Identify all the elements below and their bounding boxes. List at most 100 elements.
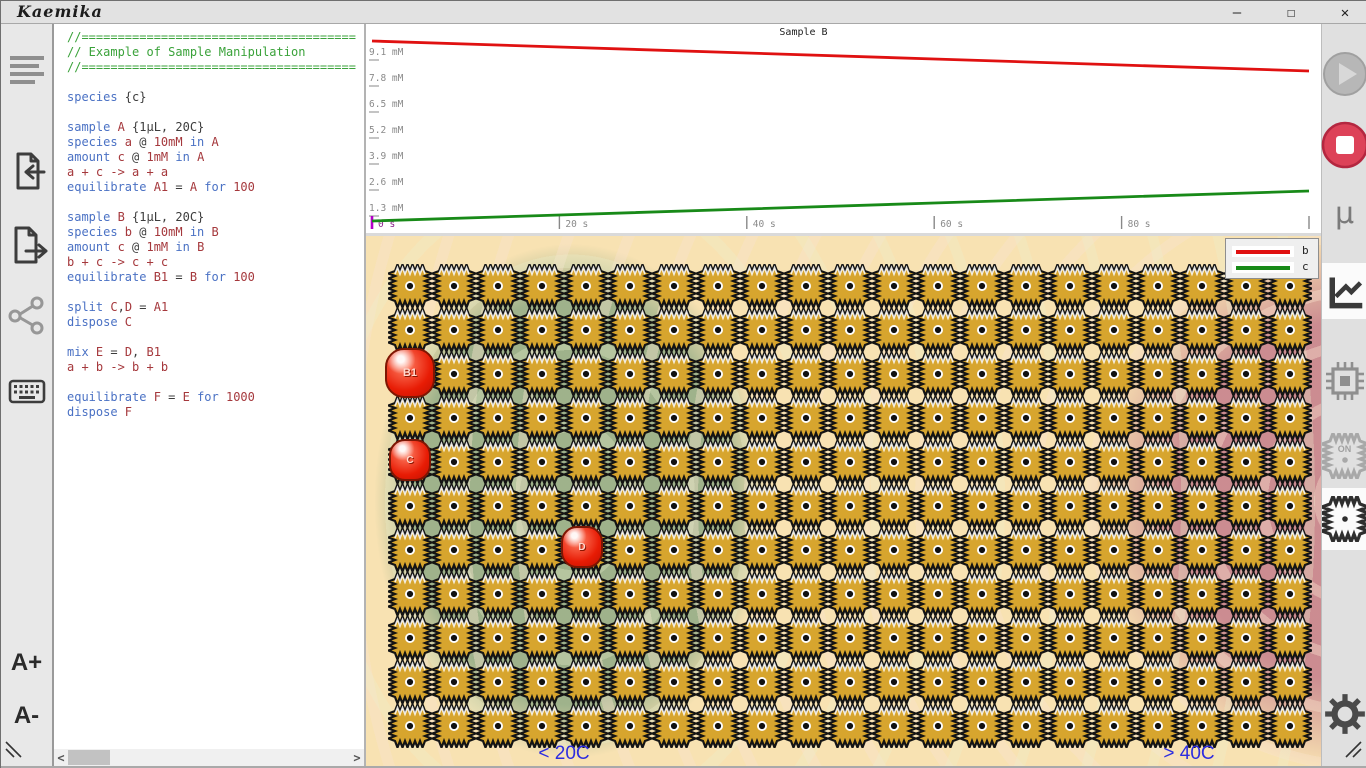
- code-line: // Example of Sample Manipulation: [67, 45, 306, 59]
- minimize-button[interactable]: —: [1223, 3, 1251, 23]
- right-toolbar: μ: [1316, 24, 1366, 766]
- sample-blob-d: D: [561, 526, 603, 568]
- mu-icon: μ: [1334, 196, 1355, 231]
- code-line: [67, 285, 360, 300]
- play-icon: [1322, 51, 1366, 100]
- code-line: equilibrate F = E for 1000: [67, 390, 255, 404]
- code-line: b + c -> c + c: [67, 255, 169, 269]
- legend-label: b: [1302, 244, 1309, 257]
- code-line: species a @ 10mM in A: [67, 135, 219, 149]
- app-logo: Kaemika: [17, 2, 103, 21]
- svg-text:5.2 mM: 5.2 mM: [369, 125, 404, 136]
- concentration-chart: Sample B 1.3 mM 2.6 mM 3.9 mM 5.2 mM 6.5 mM 7…: [366, 24, 1321, 233]
- code-line: equilibrate A1 = A for 100: [67, 180, 255, 194]
- code-line: amount c @ 1mM in A: [67, 150, 205, 164]
- share-button[interactable]: [1, 293, 52, 340]
- sample-blob-c: C: [389, 439, 431, 481]
- code-line: a + c -> a + a: [67, 165, 169, 179]
- code-line: [67, 375, 360, 390]
- code-line: [67, 75, 360, 90]
- spatial-view: B1 C D b c < 20C > 40C: [366, 233, 1321, 766]
- svg-text:7.8 mM: 7.8 mM: [369, 73, 404, 84]
- code-line: mix E = D, B1: [67, 345, 161, 359]
- resize-handle-bottom-right[interactable]: [1343, 739, 1363, 764]
- chart-view-button[interactable]: [1322, 272, 1366, 315]
- svg-text:3.9 mM: 3.9 mM: [369, 151, 404, 162]
- cell-on-icon: ON: [1317, 428, 1366, 484]
- legend-entry: c: [1226, 259, 1318, 275]
- svg-text:60 s: 60 s: [940, 219, 963, 230]
- keyboard-button[interactable]: [1, 371, 52, 414]
- title-bar: Kaemika — ☐ ✕: [1, 1, 1366, 24]
- close-button[interactable]: ✕: [1331, 3, 1359, 23]
- gear-icon: [1322, 691, 1366, 740]
- svg-text:2.6 mM: 2.6 mM: [369, 177, 404, 188]
- code-line: dispose C: [67, 315, 133, 329]
- blob-label: D: [578, 541, 586, 553]
- menu-button[interactable]: [1, 56, 52, 88]
- code-line: amount c @ 1mM in B: [67, 240, 205, 254]
- blob-label: B1: [402, 367, 418, 379]
- code-line: sample B {1µL, 20C}: [67, 210, 205, 224]
- code-line: [67, 195, 360, 210]
- code-line: species {c}: [67, 90, 147, 104]
- blob-label: C: [406, 454, 414, 466]
- code-editor-panel: //======================================…: [54, 24, 366, 766]
- chart-plot: 1.3 mM 2.6 mM 3.9 mM 5.2 mM 6.5 mM 7.8 mM 9.1 …: [369, 39, 1310, 230]
- cell-icon: [1316, 491, 1366, 547]
- chart-title: Sample B: [779, 27, 828, 38]
- svg-text:80 s: 80 s: [1128, 219, 1151, 230]
- legend-entry: b: [1226, 243, 1318, 259]
- scrollbar-thumb[interactable]: [68, 750, 110, 765]
- code-line: a + b -> b + b: [67, 360, 169, 374]
- chip-icon: [1322, 358, 1366, 407]
- export-file-button[interactable]: [1, 223, 52, 270]
- svg-text:40 s: 40 s: [753, 219, 776, 230]
- code-line: //======================================: [67, 30, 356, 44]
- line-chart-icon: [1325, 272, 1365, 315]
- code-line: species b @ 10mM in B: [67, 225, 219, 239]
- left-toolbar: A+ A-: [1, 24, 54, 766]
- code-line: [67, 330, 360, 345]
- keyboard-icon: [5, 371, 49, 414]
- window-bottom-edge: [1, 766, 1366, 768]
- compute-chip-button[interactable]: [1322, 358, 1366, 407]
- svg-text:20 s: 20 s: [565, 219, 588, 230]
- stop-icon: [1321, 121, 1366, 172]
- scroll-left-arrow[interactable]: <: [57, 750, 65, 765]
- export-file-icon: [5, 223, 49, 270]
- font-decrease-button[interactable]: A-: [1, 702, 52, 730]
- svg-text:0 s: 0 s: [378, 219, 395, 230]
- code-editor[interactable]: //======================================…: [54, 24, 364, 749]
- menu-icon: [9, 56, 44, 88]
- cell-view-button[interactable]: [1316, 491, 1366, 547]
- code-line: split C,D = A1: [67, 300, 169, 314]
- code-line: dispose F: [67, 405, 133, 419]
- svg-text:9.1 mM: 9.1 mM: [369, 47, 404, 58]
- temperature-label-cold: < 20C: [538, 743, 590, 764]
- code-line: [67, 105, 360, 120]
- code-line: sample A {1µL, 20C}: [67, 120, 205, 134]
- play-button[interactable]: [1322, 51, 1366, 100]
- legend-label: c: [1302, 260, 1309, 273]
- chart-legend: b c: [1225, 238, 1319, 279]
- resize-handle-bottom-left[interactable]: [4, 739, 24, 764]
- editor-horizontal-scrollbar[interactable]: < >: [54, 749, 364, 766]
- font-increase-button[interactable]: A+: [1, 649, 52, 677]
- scroll-right-arrow[interactable]: >: [353, 750, 361, 765]
- code-line: //======================================: [67, 60, 356, 74]
- stop-button[interactable]: [1321, 121, 1366, 172]
- code-line: equilibrate B1 = B for 100: [67, 270, 255, 284]
- sample-blob-b1: B1: [385, 348, 435, 398]
- settings-button[interactable]: [1322, 691, 1366, 740]
- import-file-icon: [5, 149, 49, 196]
- scrollbar-track[interactable]: [68, 749, 350, 766]
- import-file-button[interactable]: [1, 149, 52, 196]
- legend-line-c: [1236, 266, 1290, 270]
- legend-line-b: [1236, 250, 1290, 254]
- svg-text:6.5 mM: 6.5 mM: [369, 99, 404, 110]
- svg-text:1.3 mM: 1.3 mM: [369, 203, 404, 214]
- maximize-button[interactable]: ☐: [1277, 3, 1305, 23]
- device-mu-button[interactable]: μ: [1322, 196, 1366, 231]
- cell-on-button[interactable]: ON: [1317, 428, 1366, 484]
